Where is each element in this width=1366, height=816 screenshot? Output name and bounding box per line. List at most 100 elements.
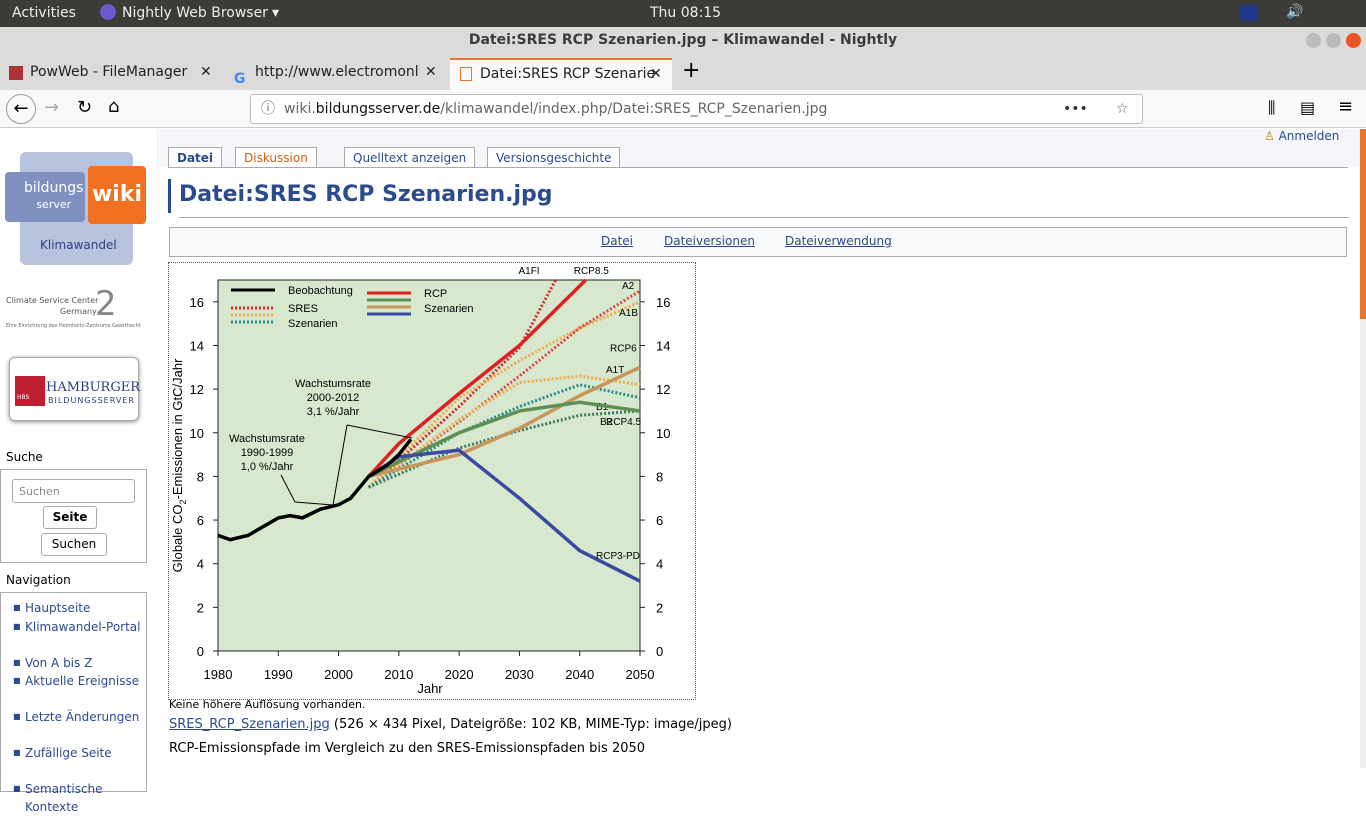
new-tab[interactable]: + [682,58,701,83]
y-axis-label: Globale CO2-Emissionen in GtC/Jahr [170,358,188,572]
file-link[interactable]: SRES_RCP_Szenarien.jpg [169,717,330,732]
y2-tick-label: 0 [656,644,663,659]
page-tab[interactable]: Versionsgeschichte [487,147,621,168]
nav-item[interactable]: ■ Aktuelle Ereignisse [13,674,140,688]
sidebar-toggle[interactable]: ▤ [1300,98,1316,117]
y-tick-label: 4 [197,557,204,572]
nav-link[interactable]: Klimawandel-Portal [25,619,141,634]
nav-box: ■ Hauptseite ■ Klimawandel-Portal ■ Von A bis… [0,592,147,814]
scroll-thumb[interactable] [1360,129,1366,319]
y-label-part: -Emissionen in GtC/Jahr [170,358,185,500]
annotation-leader [346,424,413,439]
page-tab[interactable]: Diskussion [235,147,317,168]
bookmark[interactable]: ☆ [1116,101,1129,117]
nav-item[interactable]: ■ Von A bis Z [13,655,93,670]
app-menu[interactable]: Nightly Web Browser [122,5,268,21]
csc-country: Germany [60,307,97,316]
series-label: B1 [596,402,609,413]
file-toc: Datei Dateiversionen Dateiverwendung [169,227,1347,257]
y-label-part: 2 [178,499,188,504]
page-actions[interactable]: ••• [1063,101,1088,117]
annotation: 2000-2012 [307,392,360,404]
search-page-button[interactable]: Seite [43,506,97,529]
y-label-part: Globale CO [170,504,185,572]
y2-tick-label: 6 [656,513,663,528]
series-label: RCP4.5 [606,417,641,428]
maximize[interactable] [1326,33,1341,48]
tab-label: http://www.electromonl [255,64,419,80]
tab-close[interactable]: ✕ [425,64,437,80]
hbs-sub: BILDUNGSSERVER [48,396,135,405]
page-tab[interactable]: Quelltext anzeigen [344,147,476,168]
file-line: SRES_RCP_Szenarien.jpg (526 × 434 Pixel,… [169,717,732,732]
nav-link[interactable]: Zufällige Seite [25,746,112,760]
series-line [367,400,641,478]
login-link[interactable]: Anmelden [1278,129,1340,143]
tab-strip [156,129,1366,167]
y-tick-label: 8 [197,469,204,484]
clock[interactable]: Thu 08:15 [650,5,722,21]
login[interactable]: ♙ Anmelden [1264,129,1339,143]
nav-link[interactable]: Von A bis Z [25,655,93,670]
nav-bar: ← → ↻ ⌂ ⓘ wiki.bildungsserver.de/klimawan… [0,90,1366,128]
annotation: 1990-1999 [241,447,294,459]
nav-link[interactable]: Aktuelle Ereignisse [25,674,140,688]
nav-link[interactable]: Hauptseite [25,601,91,615]
nav-link[interactable]: Semantische Kontexte [25,782,103,814]
tray-icon[interactable] [1240,5,1258,21]
nav-item[interactable]: ■ Letzte Änderungen [13,710,140,724]
logo-text: bildungs server [24,180,83,213]
series-label: A1FI [518,266,539,277]
search-box: Suchen Seite Suchen [0,469,147,563]
hbs-logo[interactable]: HBS HAMBURGER BILDUNGSSERVER [9,357,140,421]
tab[interactable]: PowWeb - FileManager ✕ [0,58,222,90]
home[interactable]: ⌂ [108,96,120,117]
url-bar[interactable]: ⓘ wiki.bildungsserver.de/klimawandel/inde… [250,94,1143,124]
x-tick-label: 2010 [384,667,413,682]
legend-text: Szenarien [288,318,338,330]
series-line [368,365,641,479]
nav-item[interactable]: ■ Zufällige Seite [13,746,112,760]
library[interactable]: ⫼ [1268,98,1276,117]
activities[interactable]: Activities [12,5,76,21]
minimize[interactable] [1306,33,1321,48]
legend-text: Beobachtung [288,285,353,297]
scrollbar[interactable] [1360,129,1366,768]
search-input[interactable]: Suchen [12,479,135,503]
annotation: 1,0 %/Jahr [241,461,294,473]
app-icon [100,4,116,20]
nav-item[interactable]: ■ Semantische Kontexte [13,782,103,814]
tab-close[interactable]: ✕ [650,66,662,82]
volume[interactable]: 🔊 [1286,4,1304,20]
nav-item[interactable]: ■ Hauptseite [13,601,91,615]
favicon: G [234,71,246,87]
series-line [217,438,413,542]
search-button[interactable]: Suchen [41,533,107,556]
tab-close[interactable]: ✕ [200,64,212,80]
toc-link[interactable]: Datei [601,234,634,248]
legend-text: RCP [424,288,447,300]
toc-link[interactable]: Dateiversionen [664,234,755,248]
series-line [367,300,641,489]
menu[interactable]: ≡ [1338,96,1354,117]
hbs-abbr: HBS [17,394,30,401]
title-text: Datei:SRES RCP Szenarien.jpg – Klimawand… [468,32,898,48]
reload[interactable]: ↻ [77,97,93,118]
csc-note: Eine Einrichtung des Helmholtz-Zentrums … [6,323,141,329]
forward[interactable]: → [44,97,60,118]
legend-text: Szenarien [424,303,474,315]
back[interactable]: ← [6,94,36,124]
image-frame[interactable]: 0 2 4 6 8 10 12 14 16 0 2 4 6 8 10 12 14 16 1980 1990 2000 20… [168,262,696,700]
close[interactable] [1346,33,1361,48]
page-tab[interactable]: Datei [168,147,223,168]
y2-tick-label: 8 [656,469,663,484]
nav-link[interactable]: Letzte Änderungen [25,710,140,724]
tab-active[interactable]: Datei:SRES RCP Szenarie ✕ [450,58,672,90]
toc-link[interactable]: Dateiverwendung [785,234,892,248]
y2-tick-label: 2 [656,600,663,615]
nav-item[interactable]: ■ Klimawandel-Portal [13,619,141,634]
y2-tick-label: 14 [656,338,670,353]
logo[interactable]: bildungs server wiki Klimawandel [5,152,146,265]
series-line [367,383,641,489]
